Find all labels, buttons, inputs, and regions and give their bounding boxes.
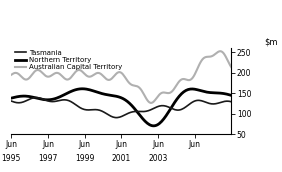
Text: 2003: 2003 <box>148 154 168 163</box>
Y-axis label: $m: $m <box>264 37 277 46</box>
Text: 2001: 2001 <box>112 154 131 163</box>
Legend: Tasmania, Northern Territory, Australian Capital Territory: Tasmania, Northern Territory, Australian… <box>15 50 122 70</box>
Text: 1999: 1999 <box>75 154 94 163</box>
Text: 1997: 1997 <box>38 154 58 163</box>
Text: 1995: 1995 <box>2 154 21 163</box>
